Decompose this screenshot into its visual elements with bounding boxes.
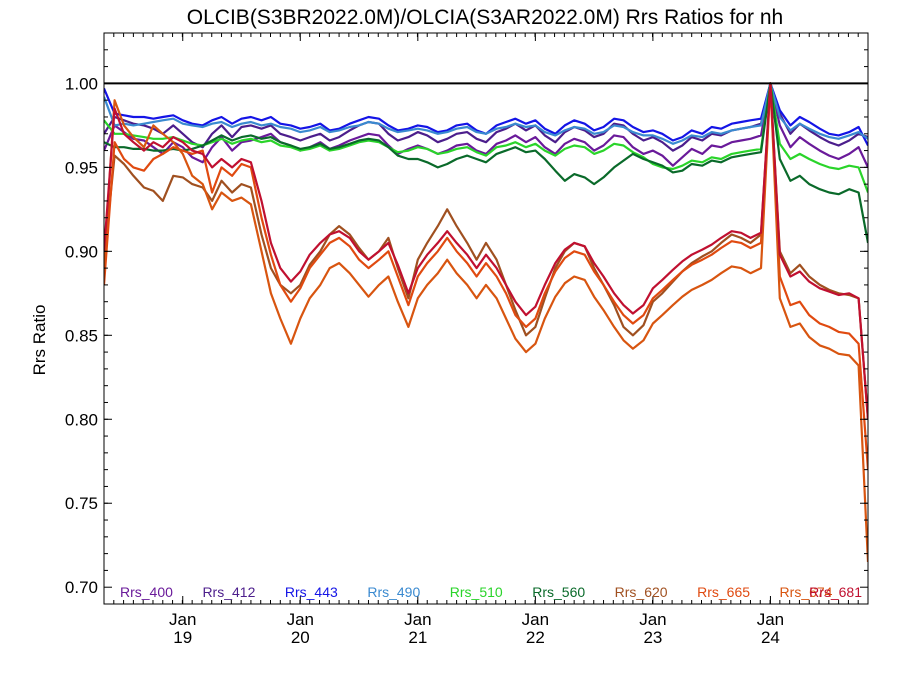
legend-entry-rrs-620: Rrs_620 xyxy=(615,584,668,600)
y-axis-label: Rrs Ratio xyxy=(30,305,49,376)
y-tick-label: 0.95 xyxy=(65,158,98,177)
x-tick-label-month: Jan xyxy=(522,610,549,629)
legend-entry-rrs-400: Rrs_400 xyxy=(120,584,173,600)
y-tick-label: 0.90 xyxy=(65,242,98,261)
x-tick-label-month: Jan xyxy=(757,610,784,629)
x-tick-label-year: 24 xyxy=(761,628,780,647)
x-tick-label-year: 23 xyxy=(643,628,662,647)
legend-entry-rrs-560: Rrs_560 xyxy=(532,584,585,600)
series-line-rrs-674 xyxy=(104,82,868,563)
series-layer xyxy=(104,82,868,563)
x-tick-label-month: Jan xyxy=(404,610,431,629)
x-tick-label-month: Jan xyxy=(287,610,314,629)
legend-entry-rrs-665: Rrs_665 xyxy=(697,584,750,600)
x-tick-label-month: Jan xyxy=(169,610,196,629)
chart-title: OLCIB(S3BR2022.0M)/OLCIA(S3AR2022.0M) Rr… xyxy=(187,6,783,29)
legend: Rrs_400 Rrs_412 Rrs_443 Rrs_490 Rrs_510 Rrs_5… xyxy=(120,584,862,600)
series-line-rrs-400 xyxy=(104,82,868,168)
y-tick-label: 1.00 xyxy=(65,74,98,93)
ticks-layer: 0.700.750.800.850.900.951.00Jan19Jan20Ja… xyxy=(65,33,869,647)
y-tick-label: 0.70 xyxy=(65,578,98,597)
series-line-rrs-490 xyxy=(104,82,868,145)
legend-entry-rrs-510: Rrs_510 xyxy=(450,584,503,600)
legend-entry-rrs-674: Rrs_674 xyxy=(780,584,833,600)
x-tick-label-month: Jan xyxy=(639,610,666,629)
x-tick-label-year: 22 xyxy=(526,628,545,647)
legend-entry-rrs-443: Rrs_443 xyxy=(285,584,338,600)
series-line-rrs-560 xyxy=(104,82,868,244)
y-tick-label: 0.80 xyxy=(65,410,98,429)
series-line-rrs-665 xyxy=(104,82,868,470)
x-tick-label-year: 20 xyxy=(291,628,310,647)
series-line-rrs-510 xyxy=(104,82,868,193)
series-line-rrs-620 xyxy=(104,82,868,420)
series-line-rrs-681 xyxy=(104,82,868,420)
legend-entry-rrs-412: Rrs_412 xyxy=(202,584,255,600)
legend-entry-rrs-681: Rrs_681 xyxy=(809,584,862,600)
x-tick-label-year: 21 xyxy=(408,628,427,647)
y-tick-label: 0.85 xyxy=(65,326,98,345)
legend-entry-rrs-490: Rrs_490 xyxy=(367,584,420,600)
y-tick-label: 0.75 xyxy=(65,494,98,513)
x-tick-label-year: 19 xyxy=(173,628,192,647)
